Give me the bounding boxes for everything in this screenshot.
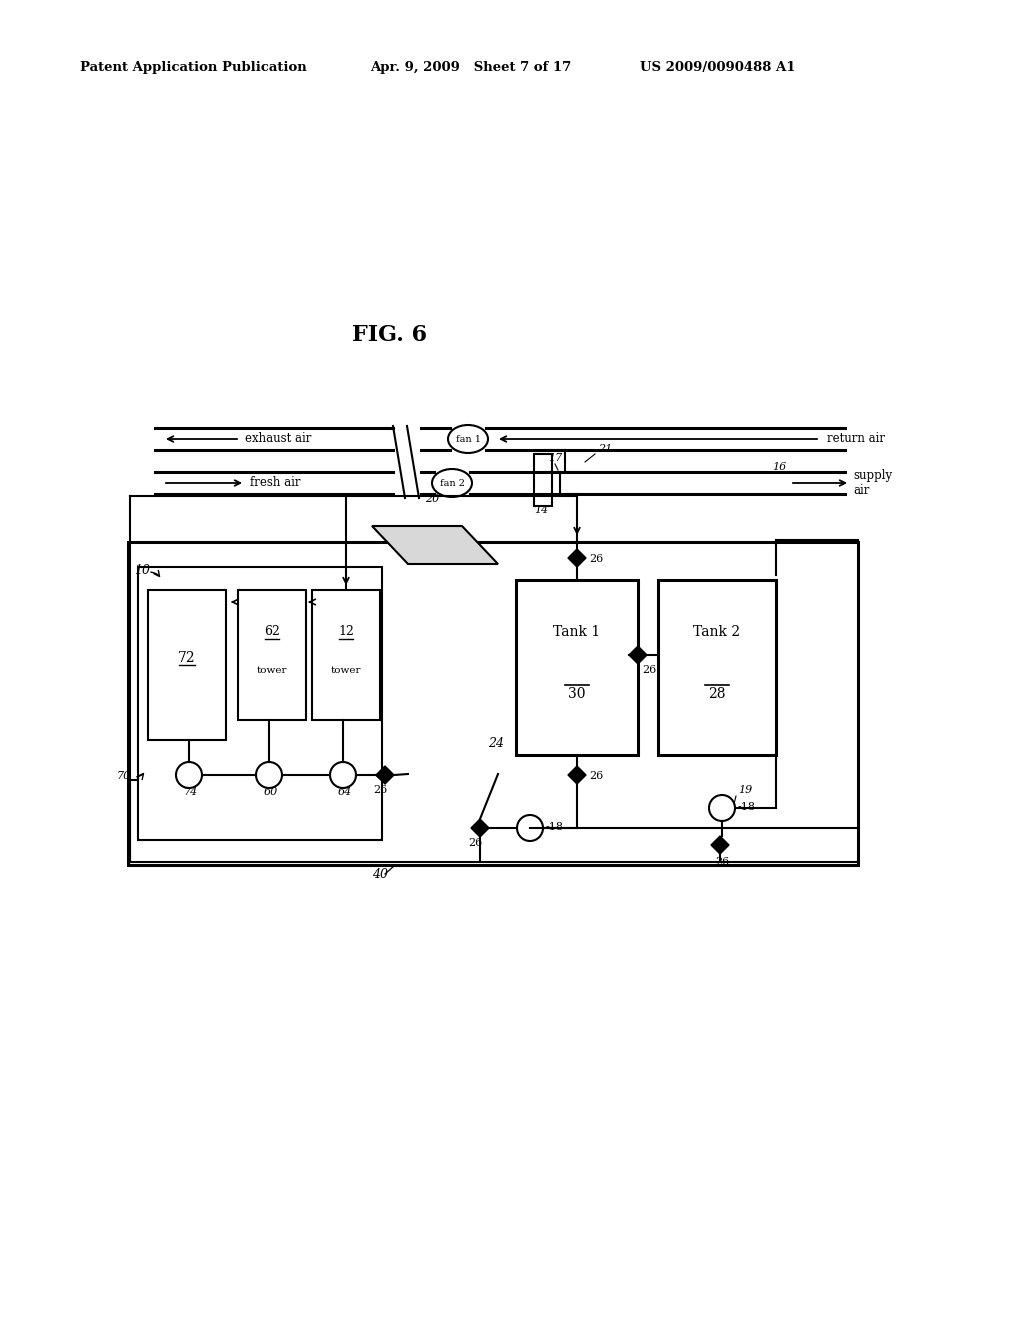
Circle shape (709, 795, 735, 821)
Polygon shape (471, 818, 480, 837)
Circle shape (176, 762, 202, 788)
Text: return air: return air (827, 433, 885, 446)
Text: exhaust air: exhaust air (245, 433, 311, 446)
Text: 26: 26 (468, 838, 482, 847)
Bar (534, 454, 552, 506)
Text: 60: 60 (264, 787, 279, 797)
Text: supply: supply (853, 469, 892, 482)
Text: Apr. 9, 2009   Sheet 7 of 17: Apr. 9, 2009 Sheet 7 of 17 (370, 62, 571, 74)
Text: 40: 40 (372, 869, 388, 880)
Polygon shape (385, 766, 394, 784)
Bar (516, 579, 638, 755)
Bar (312, 590, 380, 719)
Bar (138, 568, 382, 840)
Text: tower: tower (331, 667, 361, 675)
Text: air: air (853, 484, 869, 498)
Bar (128, 543, 858, 865)
Polygon shape (372, 525, 498, 564)
Polygon shape (711, 836, 720, 854)
Text: Tank 1: Tank 1 (553, 626, 601, 639)
Text: -18: -18 (546, 822, 564, 832)
Polygon shape (577, 766, 586, 784)
Text: 26: 26 (715, 857, 729, 867)
Polygon shape (638, 645, 647, 664)
Text: 64: 64 (338, 787, 352, 797)
Text: 62: 62 (264, 626, 280, 638)
Text: 21: 21 (598, 444, 612, 454)
Text: 17: 17 (548, 453, 562, 463)
Text: FIG. 6: FIG. 6 (352, 323, 428, 346)
Text: 19: 19 (738, 785, 753, 795)
Text: fan 2: fan 2 (439, 479, 465, 487)
Text: 28: 28 (709, 686, 726, 701)
Text: US 2009/0090488 A1: US 2009/0090488 A1 (640, 62, 796, 74)
Bar (148, 590, 226, 741)
Circle shape (330, 762, 356, 788)
Ellipse shape (432, 469, 472, 498)
Text: 16: 16 (772, 462, 786, 473)
Text: 26: 26 (642, 665, 656, 675)
Text: 30: 30 (568, 686, 586, 701)
Polygon shape (577, 549, 586, 568)
Text: 72: 72 (178, 651, 196, 664)
Text: fresh air: fresh air (250, 477, 300, 490)
Text: -18: -18 (738, 803, 756, 812)
Polygon shape (480, 818, 489, 837)
Text: tower: tower (257, 667, 288, 675)
Text: 12: 12 (338, 626, 354, 638)
Text: 26: 26 (589, 554, 603, 564)
Text: 70: 70 (117, 771, 131, 781)
Text: 24: 24 (488, 737, 504, 750)
Text: Patent Application Publication: Patent Application Publication (80, 62, 307, 74)
Polygon shape (720, 836, 729, 854)
Polygon shape (376, 766, 385, 784)
Bar (238, 590, 306, 719)
Circle shape (256, 762, 282, 788)
Text: fan 1: fan 1 (456, 434, 480, 444)
Polygon shape (629, 645, 638, 664)
Bar (658, 579, 776, 755)
Ellipse shape (449, 425, 488, 453)
Text: 26: 26 (589, 771, 603, 781)
Polygon shape (568, 549, 577, 568)
Polygon shape (568, 766, 577, 784)
Text: 20: 20 (425, 494, 439, 504)
Circle shape (517, 814, 543, 841)
Text: 74: 74 (184, 787, 198, 797)
Text: 26: 26 (373, 785, 387, 795)
Text: Tank 2: Tank 2 (693, 626, 740, 639)
Text: 10: 10 (134, 564, 150, 577)
Text: 14: 14 (534, 506, 548, 515)
